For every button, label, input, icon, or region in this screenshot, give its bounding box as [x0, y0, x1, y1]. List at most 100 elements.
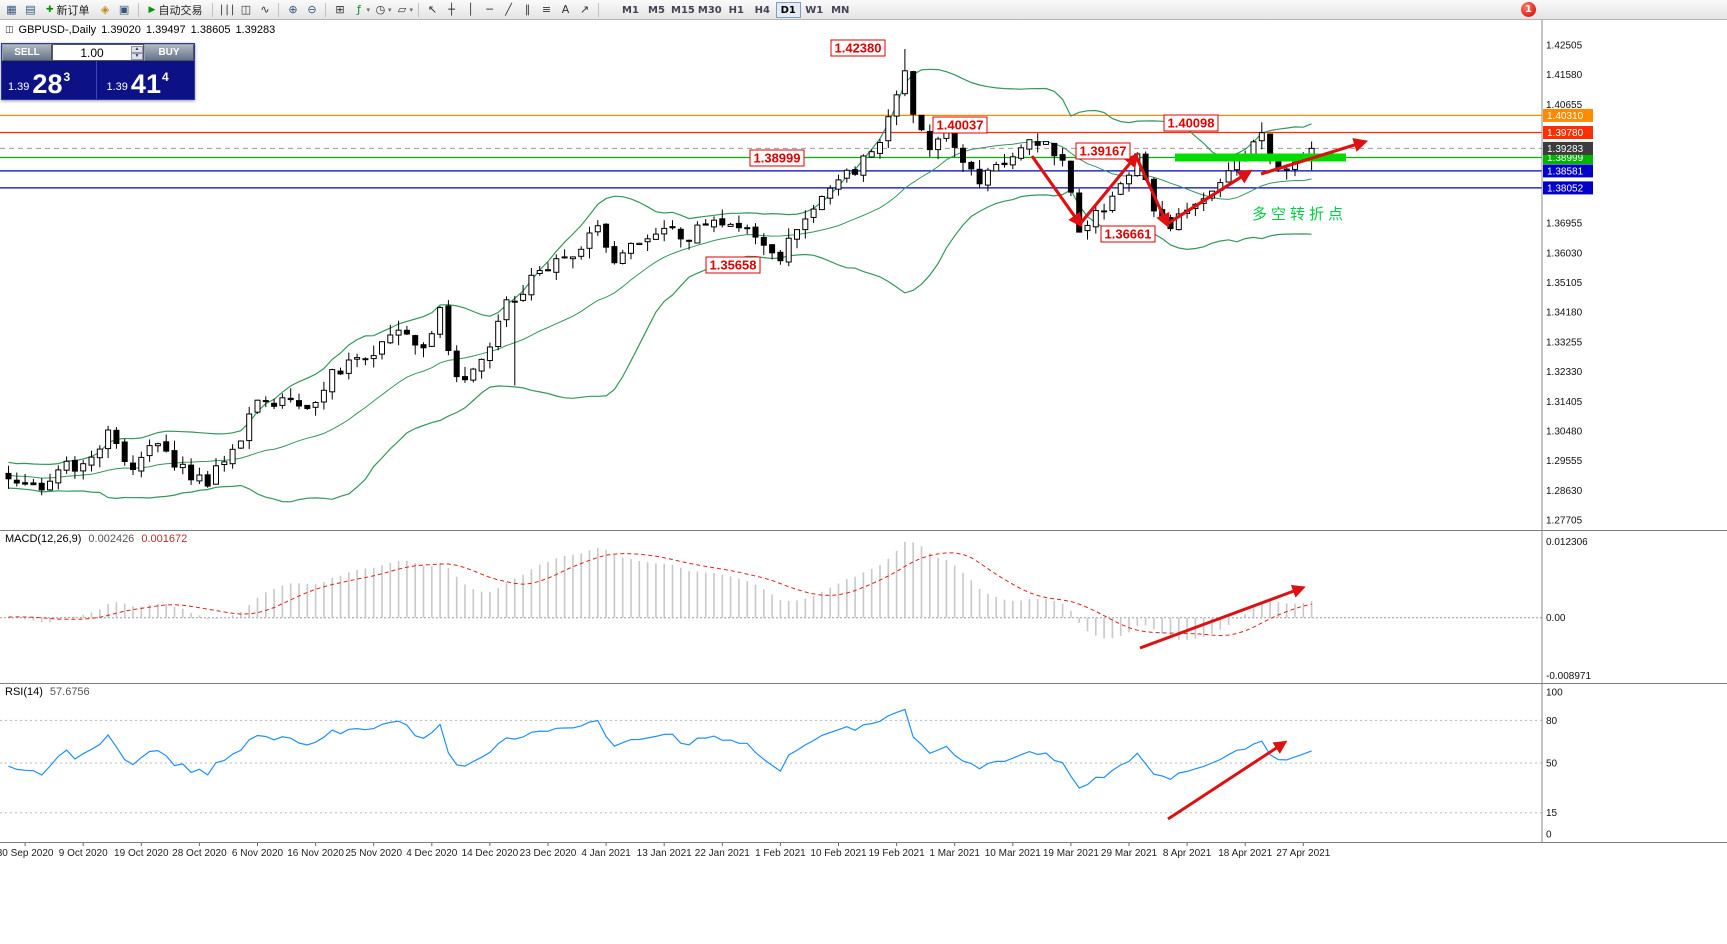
drawn-objects	[1030, 138, 1369, 228]
sell-price-sup: 3	[63, 70, 71, 84]
zoom-out-icon[interactable]: ⊖	[307, 2, 317, 16]
zoom-in-icon[interactable]: ⊕	[288, 2, 298, 16]
svg-text:50: 50	[1546, 759, 1558, 770]
svg-text:80: 80	[1546, 716, 1558, 727]
toolbar: ▦ ▤ ✚ 新订单 ◈ ▣ ▶ 自动交易 ∣∣∣ ◫ ∿ ⊕ ⊖ ⊞ ƒ ▾ ◷…	[0, 0, 1727, 20]
timeframe-h4[interactable]: H4	[754, 4, 770, 16]
turning-point-note[interactable]: 多空转折点	[1252, 205, 1348, 223]
svg-text:0.012306: 0.012306	[1546, 537, 1588, 548]
price-flag[interactable]: 1.40098	[1163, 114, 1219, 132]
svg-text:1.39780: 1.39780	[1547, 128, 1584, 139]
svg-text:1.38999: 1.38999	[1547, 153, 1584, 164]
price-flag[interactable]: 1.42380	[830, 39, 886, 57]
tile-windows-icon[interactable]: ⊞	[335, 2, 345, 16]
svg-text:-0.008971: -0.008971	[1546, 671, 1591, 682]
svg-text:8 Apr 2021: 8 Apr 2021	[1163, 848, 1212, 859]
volume-input[interactable]: 1.00 ▲ ▼	[52, 44, 144, 61]
svg-text:6 Nov 2020: 6 Nov 2020	[232, 848, 284, 859]
channel-icon[interactable]: ∥	[524, 2, 531, 16]
price-flag[interactable]: 1.36661	[1100, 225, 1156, 243]
chevron-down-icon[interactable]: ▾	[409, 5, 414, 14]
time-axis-canvas[interactable]: 30 Sep 2020 9 Oct 2020 19 Oct 2020 28 Oct 2…	[0, 843, 1727, 863]
candlestick-chart-icon[interactable]: ◫	[240, 2, 252, 16]
data-window-icon[interactable]: ▣	[118, 2, 130, 16]
profiles-icon[interactable]: ▤	[25, 2, 36, 16]
chart-ohlc-header: ◫ GBPUSD-,Daily 1.39020 1.39497 1.38605 …	[5, 24, 275, 36]
indicators-icon[interactable]: ƒ	[357, 2, 361, 16]
periods-icon[interactable]: ◷	[375, 2, 386, 16]
market-watch-icon[interactable]: ◈	[100, 2, 110, 16]
price-flag[interactable]: 1.38999	[749, 149, 805, 167]
timeframe-m15[interactable]: M15	[671, 4, 695, 16]
svg-text:30 Sep 2020: 30 Sep 2020	[0, 848, 54, 859]
price-chart-canvas[interactable]: 1.42505 1.41580 1.40655 1.36955 1.36030 1.351…	[0, 20, 1727, 530]
horizontal-line-icon[interactable]: ─	[486, 2, 493, 16]
svg-text:15: 15	[1546, 808, 1558, 819]
cursor-icon[interactable]: ↖	[427, 2, 438, 16]
notification-badge[interactable]: 1	[1521, 2, 1536, 17]
rsi-chart-canvas[interactable]: 100 80 50 15 0	[0, 684, 1727, 842]
low-value: 1.38605	[190, 24, 231, 36]
svg-text:100: 100	[1546, 688, 1563, 699]
arrows-tool-icon[interactable]: ↗	[579, 2, 590, 16]
timeframe-h1[interactable]: H1	[728, 4, 744, 16]
buy-price-display[interactable]: 1.39 41 4	[97, 61, 195, 99]
macd-signal-value: 0.001672	[141, 533, 188, 545]
bar-chart-icon[interactable]: ∣∣∣	[218, 2, 236, 16]
svg-text:1.31405: 1.31405	[1546, 397, 1583, 408]
timeframe-d1[interactable]: D1	[775, 1, 801, 18]
sell-button[interactable]: SELL	[2, 44, 52, 61]
close-value: 1.39283	[235, 24, 276, 36]
main-chart-overlays: ◫ GBPUSD-,Daily 1.39020 1.39497 1.38605 …	[0, 20, 1727, 530]
svg-text:10 Feb 2021: 10 Feb 2021	[810, 848, 867, 859]
macd-chart-canvas[interactable]: 0.012306 0.00 -0.008971	[0, 531, 1727, 683]
new-order-label: 新订单	[56, 3, 90, 17]
timeframe-m1[interactable]: M1	[622, 4, 639, 16]
templates-icon[interactable]: ▱	[397, 2, 407, 16]
price-divider	[95, 61, 97, 99]
text-tool-icon[interactable]: A	[561, 2, 570, 16]
volume-value: 1.00	[80, 45, 104, 60]
macd-header: MACD(12,26,9) 0.002426 0.001672	[5, 533, 187, 545]
buy-price-prefix: 1.39	[106, 81, 128, 93]
fibonacci-icon[interactable]: ≡	[541, 2, 552, 16]
rsi-line	[8, 708, 1312, 789]
svg-text:1.38581: 1.38581	[1547, 166, 1584, 177]
auto-trading-button[interactable]: ▶ 自动交易	[144, 1, 208, 19]
line-chart-icon[interactable]: ∿	[260, 2, 270, 16]
toolbar-separator	[598, 2, 600, 17]
price-flag[interactable]: 1.40037	[932, 116, 988, 134]
vertical-line-icon[interactable]: │	[467, 2, 474, 16]
price-flag[interactable]: 1.39167	[1075, 142, 1131, 160]
toolbar-separator	[418, 2, 420, 17]
timeframe-w1[interactable]: W1	[805, 4, 824, 16]
svg-text:1.35105: 1.35105	[1546, 278, 1583, 289]
price-flag[interactable]: 1.35658	[705, 256, 761, 274]
crosshair-icon[interactable]: ┼	[448, 2, 455, 16]
svg-text:4 Jan 2021: 4 Jan 2021	[581, 848, 631, 859]
volume-up-arrow[interactable]: ▲	[131, 45, 143, 53]
timeframe-m30[interactable]: M30	[697, 4, 722, 16]
candlestick-mini-icon: ◫	[5, 25, 14, 35]
svg-text:1.40655: 1.40655	[1546, 100, 1583, 111]
macd-panel: 0.012306 0.00 -0.008971 MACD(12,26,9) 0.00…	[0, 530, 1727, 683]
timeframe-m5[interactable]: M5	[648, 4, 665, 16]
new-order-button[interactable]: ✚ 新订单	[41, 1, 95, 19]
volume-spinner: ▲ ▼	[131, 45, 143, 60]
buy-price-sup: 4	[161, 70, 169, 84]
sell-price-display[interactable]: 1.39 28 3	[2, 61, 96, 99]
svg-text:18 Apr 2021: 18 Apr 2021	[1218, 848, 1272, 859]
svg-text:16 Nov 2020: 16 Nov 2020	[287, 848, 344, 859]
svg-text:27 Apr 2021: 27 Apr 2021	[1276, 848, 1330, 859]
charts-grid-icon[interactable]: ▦	[6, 2, 17, 16]
chevron-down-icon[interactable]: ▾	[387, 5, 392, 14]
svg-text:4 Dec 2020: 4 Dec 2020	[406, 848, 458, 859]
buy-button[interactable]: BUY	[144, 44, 194, 61]
trendline-icon[interactable]: ╱	[505, 2, 512, 16]
timeframe-mn[interactable]: MN	[831, 4, 850, 16]
timeframe-group: M1 M5 M15 M30 H1 H4 D1 W1 MN	[618, 1, 853, 18]
svg-text:13 Jan 2021: 13 Jan 2021	[637, 848, 692, 859]
svg-text:1.40310: 1.40310	[1547, 111, 1584, 122]
volume-down-arrow[interactable]: ▼	[131, 52, 143, 60]
chevron-down-icon[interactable]: ▾	[366, 5, 370, 14]
